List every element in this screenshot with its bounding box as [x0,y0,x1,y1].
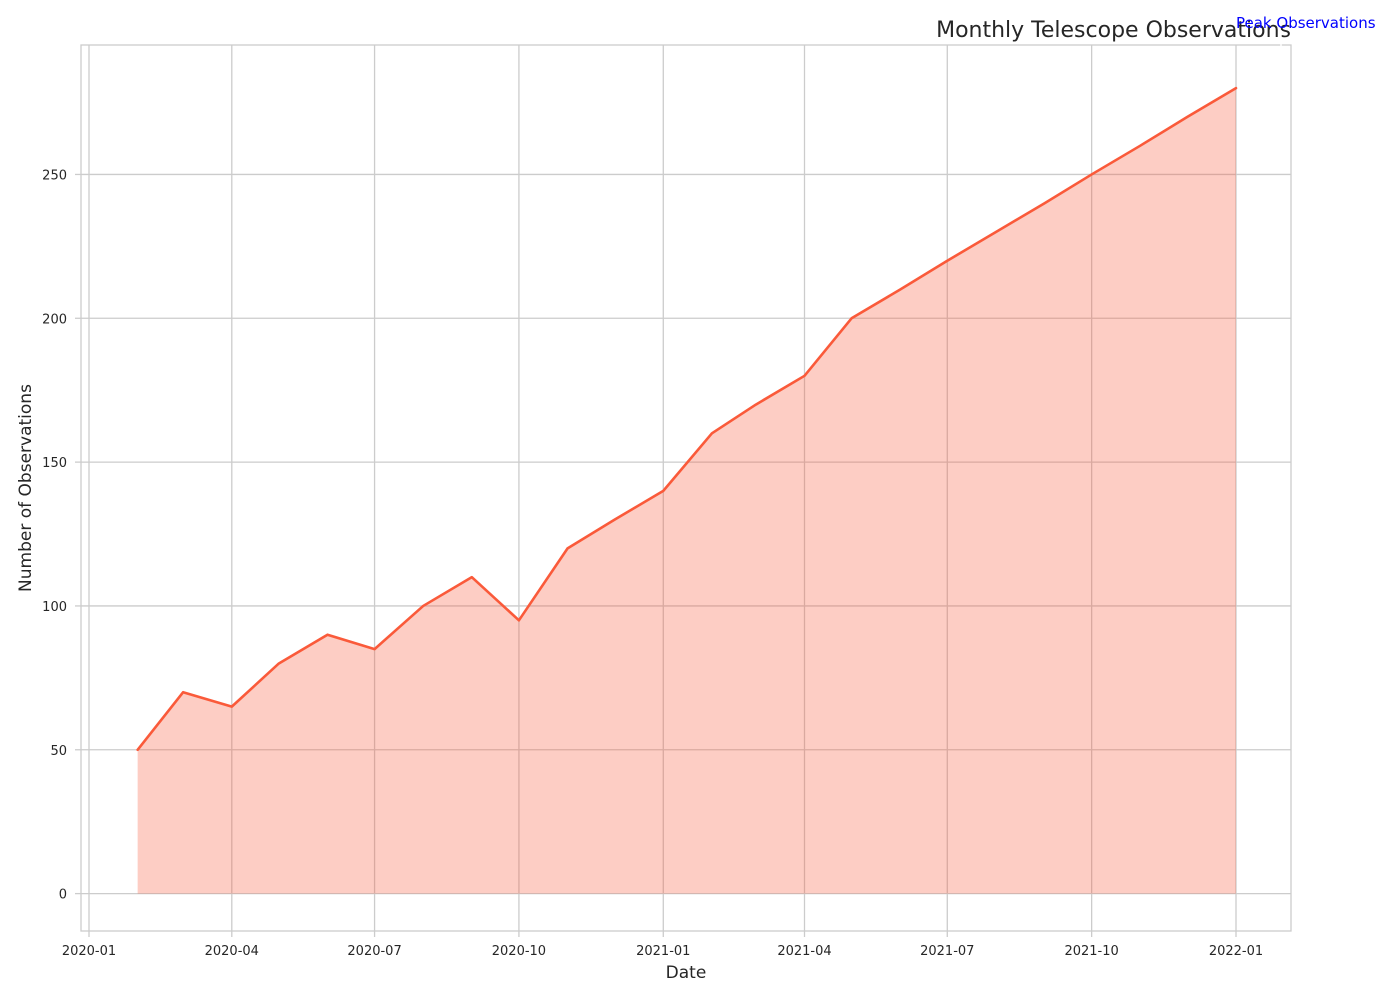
plot-frame [80,44,1292,932]
x-tick-label: 2021-01 [636,944,690,959]
x-tick-label: 2021-10 [1064,944,1118,959]
x-tick-label: 2020-01 [62,944,116,959]
y-tick-label: 100 [42,600,67,615]
chart-title: Monthly Telescope Observations [936,18,1291,43]
y-tick-label: 200 [42,312,67,327]
annotation: Peak Observations [1236,14,1376,46]
y-tick-label: 250 [42,168,67,183]
y-axis-ticks: 0 50 100 150 200 250 [42,168,81,903]
series-line-group [136,86,1238,752]
area-fill-group [137,88,1236,894]
y-tick-label: 150 [42,456,67,471]
series-line [136,86,1238,752]
y-axis-label: Number of Observations [16,384,36,592]
x-axis-ticks: 2020-01 2020-04 2020-07 2020-10 2021-01 2021-… [62,931,1263,959]
x-tick-label: 2020-07 [347,944,401,959]
y-tick-label: 0 [59,888,67,903]
y-tick-label: 50 [50,744,67,759]
x-tick-label: 2020-04 [205,944,259,959]
grid [81,45,1291,931]
x-tick-label: 2021-04 [777,944,831,959]
annotation-label: Peak Observations [1236,14,1376,32]
x-tick-label: 2020-10 [492,944,546,959]
x-axis-label: Date [666,963,707,983]
area-fill [137,88,1236,894]
x-tick-label: 2021-07 [920,944,974,959]
x-tick-label: 2022-01 [1209,944,1263,959]
